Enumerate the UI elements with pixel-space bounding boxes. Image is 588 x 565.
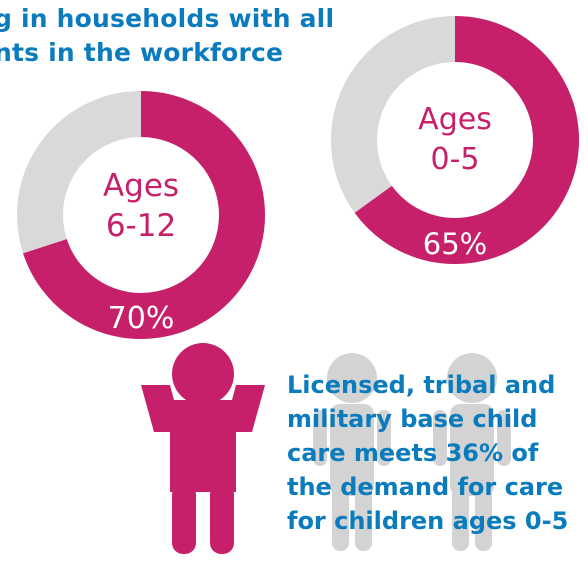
- caption-line: Licensed, tribal and: [287, 371, 556, 399]
- caption-line: for children ages 0-5: [287, 507, 569, 535]
- donut-center-label-line2: 6-12: [106, 208, 176, 244]
- caption-line: military base child: [287, 405, 538, 433]
- child-figure-icons: [141, 343, 511, 554]
- title-line: g in households with all: [0, 4, 335, 33]
- donut-center-label-line1: Ages: [418, 102, 492, 137]
- caption-line: the demand for care: [287, 473, 564, 501]
- donut-slice-value: [354, 16, 579, 264]
- donut-chart-ages-6-12: Ages 6-12 70%: [17, 91, 265, 339]
- child-figure-icon-highlighted: [141, 343, 265, 554]
- caption-line: care meets 36% of: [287, 439, 539, 467]
- chart-title: g in households with all nts in the work…: [0, 0, 588, 80]
- donut-center-label-line1: Ages: [103, 168, 179, 204]
- donut-value-label: 65%: [423, 227, 487, 261]
- caption-text: Licensed, tribal and military base child…: [287, 368, 588, 553]
- donut-chart-ages-0-5: Ages 0-5 65%: [331, 16, 579, 264]
- child-figure-icon-gray: [313, 353, 391, 551]
- donut-center-label-line2: 0-5: [431, 142, 480, 177]
- donut-value-label: 70%: [108, 301, 175, 336]
- child-figure-icon-gray: [433, 353, 511, 551]
- donut-slice-value: [23, 91, 265, 339]
- title-line: nts in the workforce: [0, 38, 284, 67]
